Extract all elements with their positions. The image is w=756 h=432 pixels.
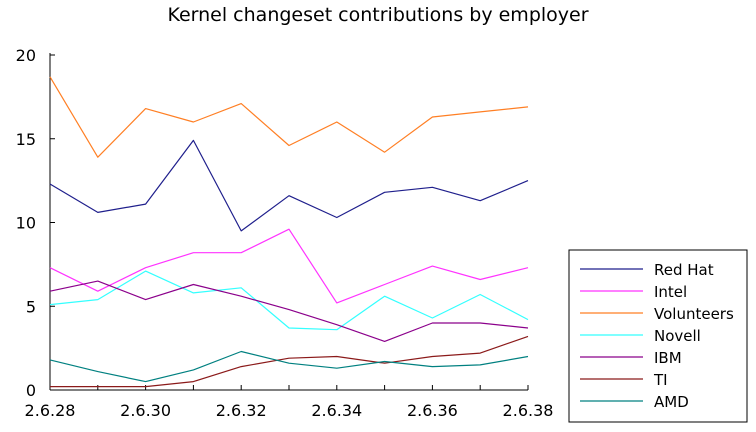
series-line-ti xyxy=(50,335,529,388)
y-tick-label: 20 xyxy=(16,46,36,65)
legend-label-volunteers: Volunteers xyxy=(654,305,734,323)
y-tick-label: 5 xyxy=(26,297,36,316)
legend-label-ti: TI xyxy=(653,371,668,389)
legend-label-amd: AMD xyxy=(654,393,689,411)
x-tick-label: 2.6.34 xyxy=(311,401,362,420)
series-line-intel xyxy=(49,228,529,304)
x-tick-label: 2.6.32 xyxy=(216,401,267,420)
series-line-novell xyxy=(49,270,529,331)
x-tick-label: 2.6.28 xyxy=(25,401,76,420)
legend-label-ibm: IBM xyxy=(654,349,682,367)
series-line-volunteers xyxy=(49,76,529,158)
legend-label-red-hat: Red Hat xyxy=(654,261,714,279)
series-line-red-hat xyxy=(49,139,529,232)
legend-label-intel: Intel xyxy=(654,283,687,301)
plot-area: 0 5 10 15 20 2.6.28 2.6.30 2.6.32 2.6.34 2.6.36 2.… xyxy=(16,46,554,420)
legend-label-novell: Novell xyxy=(654,327,701,345)
y-tick-label: 0 xyxy=(26,381,36,400)
series-line-ibm xyxy=(49,280,529,342)
series-line-amd xyxy=(49,350,529,383)
legend: Red Hat Intel Volunteers Novell IBM TI AMD xyxy=(568,249,748,423)
x-tick-label: 2.6.36 xyxy=(407,401,458,420)
x-tick-label: 2.6.30 xyxy=(120,401,171,420)
x-tick-label: 2.6.38 xyxy=(503,401,554,420)
legend-box xyxy=(568,249,748,423)
chart-title: Kernel changeset contributions by employ… xyxy=(167,4,588,26)
y-tick-label: 10 xyxy=(16,214,36,233)
y-tick-label: 15 xyxy=(16,130,36,149)
